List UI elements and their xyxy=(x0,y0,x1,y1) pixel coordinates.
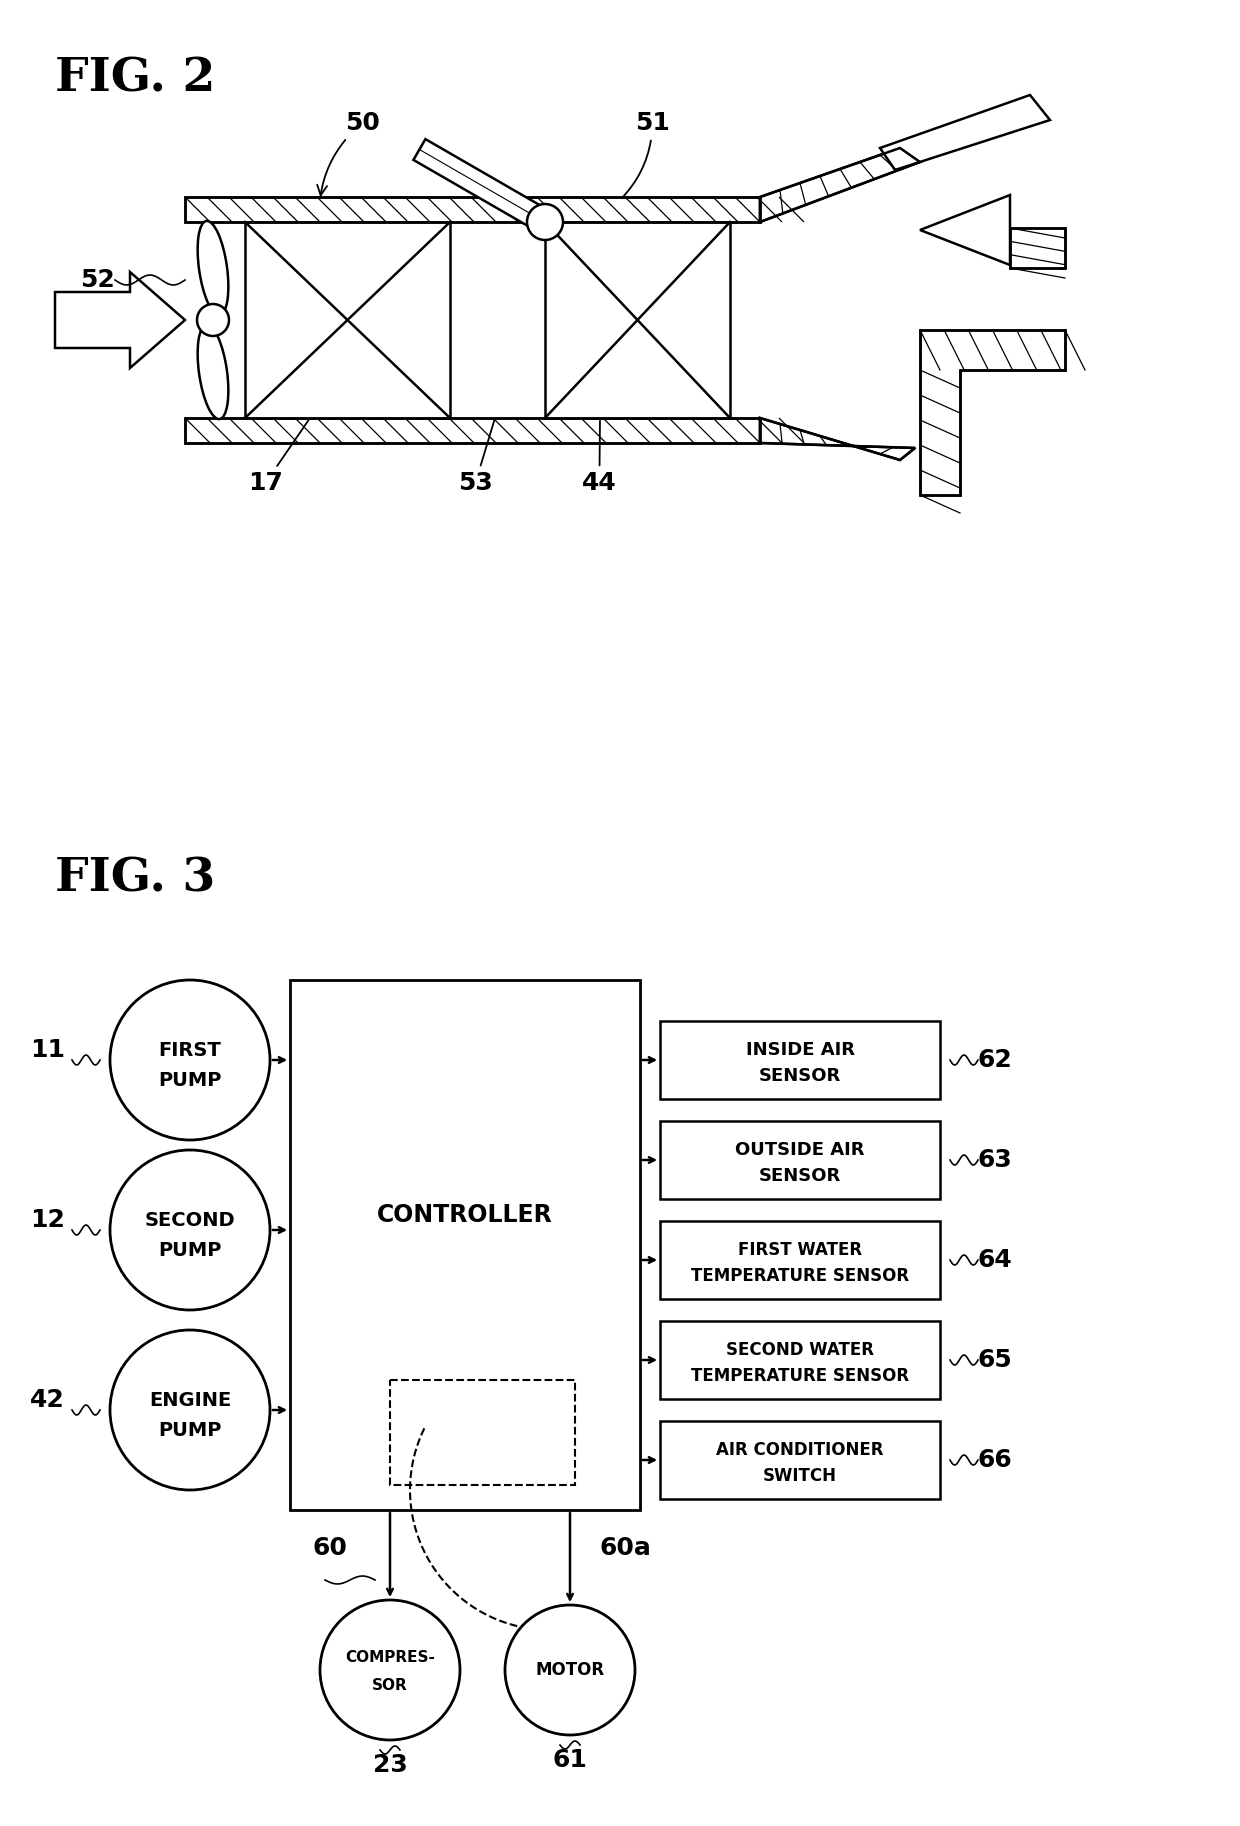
Text: 60a: 60a xyxy=(599,1536,651,1559)
Bar xyxy=(660,1021,940,1099)
Bar xyxy=(660,1121,940,1200)
Bar xyxy=(391,1380,575,1485)
Text: FIRST: FIRST xyxy=(159,1041,222,1059)
Text: 61: 61 xyxy=(553,1747,588,1771)
Polygon shape xyxy=(413,139,551,232)
Polygon shape xyxy=(880,95,1050,170)
Ellipse shape xyxy=(197,221,228,316)
Text: INSIDE AIR: INSIDE AIR xyxy=(745,1041,854,1059)
Circle shape xyxy=(110,1150,270,1309)
Text: 11: 11 xyxy=(30,1037,64,1063)
Ellipse shape xyxy=(197,325,228,420)
Bar xyxy=(185,197,760,223)
Text: 52: 52 xyxy=(81,268,115,292)
Bar xyxy=(290,981,640,1510)
Polygon shape xyxy=(920,331,1065,495)
Text: 60: 60 xyxy=(312,1536,347,1559)
Text: PUMP: PUMP xyxy=(159,1421,222,1439)
Bar xyxy=(660,1421,940,1499)
Bar xyxy=(246,223,450,418)
Text: CONTROLLER: CONTROLLER xyxy=(377,1203,553,1227)
Bar xyxy=(185,418,760,444)
Polygon shape xyxy=(760,148,920,223)
Text: 50: 50 xyxy=(317,111,379,195)
Text: SENSOR: SENSOR xyxy=(759,1066,841,1085)
Circle shape xyxy=(197,303,229,336)
Text: MOTOR: MOTOR xyxy=(536,1662,605,1678)
Bar xyxy=(185,197,760,223)
Circle shape xyxy=(110,1329,270,1490)
Circle shape xyxy=(320,1600,460,1740)
Circle shape xyxy=(505,1605,635,1735)
Text: SWITCH: SWITCH xyxy=(763,1466,837,1485)
Circle shape xyxy=(527,205,563,239)
Circle shape xyxy=(110,981,270,1139)
Text: 17: 17 xyxy=(248,420,309,495)
Text: SOR: SOR xyxy=(372,1678,408,1693)
Text: PUMP: PUMP xyxy=(159,1070,222,1090)
Text: 23: 23 xyxy=(373,1753,408,1777)
Polygon shape xyxy=(920,195,1011,265)
Bar xyxy=(660,1222,940,1298)
Bar xyxy=(1011,228,1065,268)
Text: 53: 53 xyxy=(458,420,495,495)
Text: 12: 12 xyxy=(30,1209,64,1233)
Text: SENSOR: SENSOR xyxy=(759,1167,841,1185)
Text: 63: 63 xyxy=(977,1149,1012,1172)
Text: FIRST WATER: FIRST WATER xyxy=(738,1242,862,1258)
Text: ENGINE: ENGINE xyxy=(149,1391,231,1410)
Bar xyxy=(660,1320,940,1399)
Text: FIG. 3: FIG. 3 xyxy=(55,855,216,900)
Text: 64: 64 xyxy=(977,1247,1012,1273)
Text: AIR CONDITIONER: AIR CONDITIONER xyxy=(717,1441,884,1459)
Text: TEMPERATURE SENSOR: TEMPERATURE SENSOR xyxy=(691,1368,909,1384)
Text: SECOND: SECOND xyxy=(145,1211,236,1229)
Text: SECOND WATER: SECOND WATER xyxy=(725,1340,874,1359)
Bar xyxy=(1011,228,1065,268)
Text: OUTSIDE AIR: OUTSIDE AIR xyxy=(735,1141,864,1160)
Text: 65: 65 xyxy=(977,1348,1012,1371)
Text: FIG. 2: FIG. 2 xyxy=(55,55,216,100)
Text: 66: 66 xyxy=(977,1448,1012,1472)
Text: COMPRES-: COMPRES- xyxy=(345,1651,435,1665)
Polygon shape xyxy=(760,418,915,460)
Bar xyxy=(546,223,730,418)
Text: 42: 42 xyxy=(30,1388,64,1411)
Text: 51: 51 xyxy=(622,111,670,197)
Text: 62: 62 xyxy=(977,1048,1012,1072)
Polygon shape xyxy=(55,272,185,369)
Bar xyxy=(185,418,760,444)
Text: PUMP: PUMP xyxy=(159,1240,222,1260)
Text: TEMPERATURE SENSOR: TEMPERATURE SENSOR xyxy=(691,1267,909,1286)
Text: 44: 44 xyxy=(582,420,616,495)
